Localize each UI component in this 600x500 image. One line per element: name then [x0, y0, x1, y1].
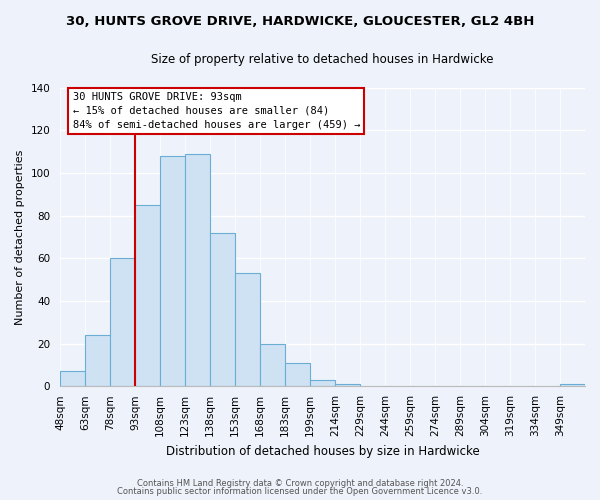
Bar: [60, 372, 85, 386]
Bar: [235, 273, 260, 386]
Text: Contains HM Land Registry data © Crown copyright and database right 2024.: Contains HM Land Registry data © Crown c…: [137, 478, 463, 488]
Text: 30 HUNTS GROVE DRIVE: 93sqm
← 15% of detached houses are smaller (84)
84% of sem: 30 HUNTS GROVE DRIVE: 93sqm ← 15% of det…: [73, 92, 360, 130]
Bar: [560, 384, 585, 386]
Bar: [260, 344, 285, 386]
Bar: [135, 205, 160, 386]
Title: Size of property relative to detached houses in Hardwicke: Size of property relative to detached ho…: [151, 52, 494, 66]
Bar: [335, 384, 360, 386]
Bar: [310, 380, 335, 386]
Bar: [285, 363, 310, 386]
Text: Contains public sector information licensed under the Open Government Licence v3: Contains public sector information licen…: [118, 487, 482, 496]
Y-axis label: Number of detached properties: Number of detached properties: [15, 150, 25, 324]
Bar: [85, 335, 110, 386]
Bar: [160, 156, 185, 386]
Bar: [185, 154, 210, 386]
Text: 30, HUNTS GROVE DRIVE, HARDWICKE, GLOUCESTER, GL2 4BH: 30, HUNTS GROVE DRIVE, HARDWICKE, GLOUCE…: [66, 15, 534, 28]
Bar: [210, 232, 235, 386]
Bar: [110, 258, 135, 386]
X-axis label: Distribution of detached houses by size in Hardwicke: Distribution of detached houses by size …: [166, 444, 479, 458]
